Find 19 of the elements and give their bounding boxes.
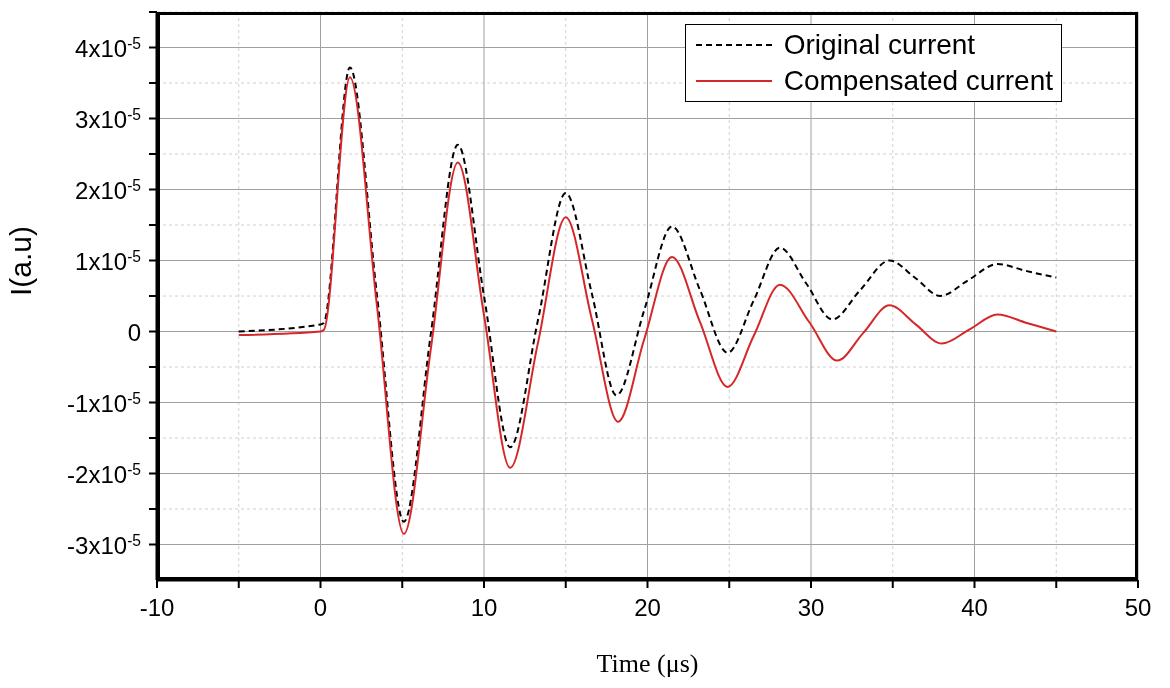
y-tick-label: 2x10$^{-5}$ <box>75 176 142 204</box>
x-tick-label: -10 <box>139 594 175 621</box>
x-axis-title: Time (μs) <box>596 649 699 678</box>
y-tick-label: 4x10$^{-5}$ <box>75 34 142 62</box>
legend-label: Original current <box>783 28 976 62</box>
y-tick-label: -1x10$^{-5}$ <box>67 389 142 417</box>
x-tick-label: 30 <box>797 594 825 621</box>
x-tick-label: 20 <box>634 594 661 621</box>
y-tick-label: 3x10$^{-5}$ <box>75 105 142 133</box>
y-tick-label: 1x10$^{-5}$ <box>75 247 142 275</box>
y-tick-label: -3x10$^{-5}$ <box>67 531 142 559</box>
x-tick-label: 40 <box>961 594 988 621</box>
y-tick-label: 0 <box>127 318 141 346</box>
y-tick-label: -2x10$^{-5}$ <box>67 460 142 488</box>
x-tick-label: 0 <box>313 594 328 621</box>
x-tick-label: 10 <box>470 594 498 621</box>
y-axis-title: I(a.u) <box>3 225 37 296</box>
x-tick-label: 50 <box>1124 594 1152 621</box>
legend-label: Compensated current <box>783 64 1053 98</box>
